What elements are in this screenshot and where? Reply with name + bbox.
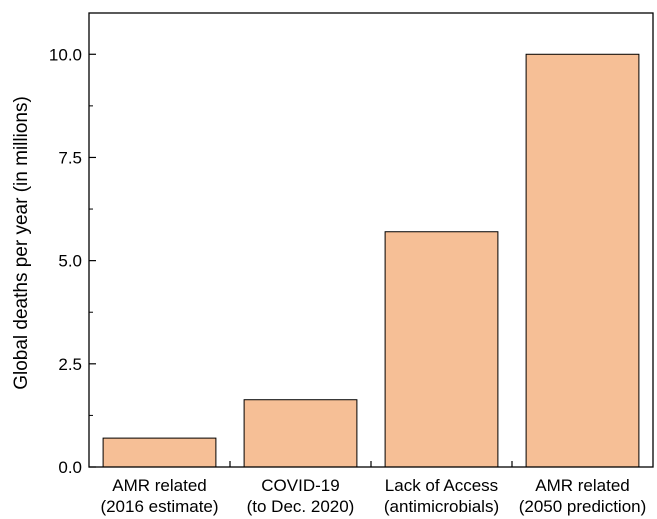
bar-1 [102,437,217,468]
bars-group [102,53,640,468]
bar-3 [384,231,499,468]
x-category-label: (antimicrobials) [384,497,499,516]
x-category-label: COVID-19 [261,476,339,495]
y-tick-label: 5.0 [58,252,82,271]
x-axis-category-labels: AMR related (2016 estimate) COVID-19 (to De… [100,476,646,516]
bar-4 [525,53,640,468]
plot-area-frame [88,12,654,468]
y-tick-label: 0.0 [58,458,82,477]
y-axis-title: Global deaths per year (in millions) [11,96,32,390]
x-category-label: (2050 prediction) [519,497,647,516]
x-category-label: AMR related [112,476,206,495]
y-tick-label: 7.5 [58,148,82,167]
bar-2 [243,399,358,468]
x-axis-ticks [229,461,513,467]
y-tick-label: 2.5 [58,355,82,374]
y-tick-label: 10.0 [49,45,82,64]
x-category-label: (to Dec. 2020) [247,497,355,516]
x-category-label: Lack of Access [385,476,498,495]
y-axis-ticks: 0.0 2.5 5.0 7.5 10.0 [49,45,96,477]
x-category-label: AMR related [535,476,629,495]
x-category-label: (2016 estimate) [100,497,218,516]
